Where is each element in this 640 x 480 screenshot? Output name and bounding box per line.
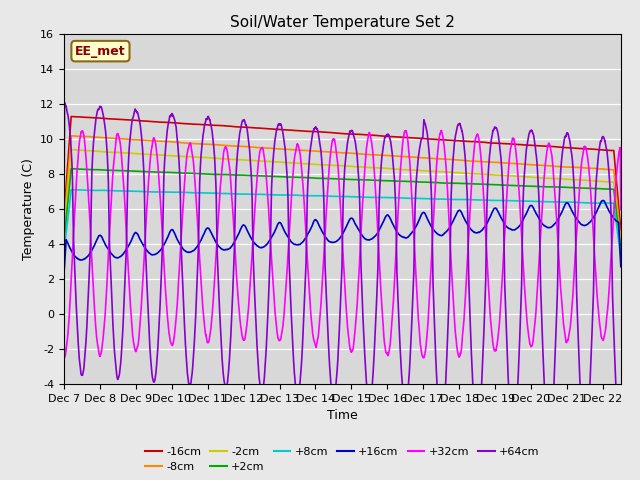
+32cm <box>617 207 625 213</box>
+2cm <box>428 180 436 185</box>
-16cm <box>565 145 573 151</box>
+2cm <box>60 239 68 244</box>
Line: -2cm: -2cm <box>64 150 621 247</box>
+8cm <box>60 249 68 255</box>
+32cm <box>428 246 436 252</box>
+64cm <box>616 443 624 449</box>
-8cm <box>428 156 436 161</box>
+8cm <box>428 196 436 202</box>
+32cm <box>602 328 609 334</box>
-2cm <box>60 229 68 235</box>
+8cm <box>184 190 191 195</box>
+64cm <box>420 118 428 124</box>
+32cm <box>420 355 428 360</box>
+32cm <box>420 353 428 359</box>
-16cm <box>60 212 68 218</box>
+8cm <box>67 187 75 192</box>
X-axis label: Time: Time <box>327 409 358 422</box>
Line: +32cm: +32cm <box>64 131 621 358</box>
Line: +64cm: +64cm <box>64 103 621 446</box>
+32cm <box>565 333 573 338</box>
+2cm <box>184 170 191 176</box>
+8cm <box>565 199 573 205</box>
+64cm <box>428 219 436 225</box>
-16cm <box>602 147 609 153</box>
+2cm <box>602 186 609 192</box>
-8cm <box>234 144 242 149</box>
-8cm <box>60 222 68 228</box>
Legend: -16cm, -8cm, -2cm, +2cm, +8cm, +16cm, +32cm, +64cm: -16cm, -8cm, -2cm, +2cm, +8cm, +16cm, +3… <box>141 442 544 477</box>
+8cm <box>602 200 609 206</box>
Line: +8cm: +8cm <box>64 190 621 257</box>
-2cm <box>617 244 625 250</box>
+64cm <box>234 144 242 150</box>
Title: Soil/Water Temperature Set 2: Soil/Water Temperature Set 2 <box>230 15 455 30</box>
-16cm <box>617 228 625 233</box>
+16cm <box>234 232 242 238</box>
-8cm <box>617 237 625 243</box>
Y-axis label: Temperature (C): Temperature (C) <box>22 158 35 260</box>
Line: -16cm: -16cm <box>64 117 621 230</box>
Line: +2cm: +2cm <box>64 169 621 250</box>
-2cm <box>428 168 436 174</box>
-2cm <box>420 168 428 174</box>
+2cm <box>617 247 625 253</box>
+8cm <box>420 196 428 202</box>
-16cm <box>420 136 428 142</box>
Line: -8cm: -8cm <box>64 136 621 240</box>
+16cm <box>602 200 609 206</box>
+16cm <box>617 264 625 270</box>
-16cm <box>67 114 75 120</box>
+2cm <box>420 179 428 185</box>
+64cm <box>184 374 191 380</box>
+64cm <box>617 399 625 405</box>
-2cm <box>565 177 573 182</box>
+16cm <box>564 201 572 207</box>
+64cm <box>61 100 68 106</box>
+32cm <box>184 148 191 154</box>
+2cm <box>67 166 75 172</box>
-2cm <box>184 154 191 160</box>
+16cm <box>428 225 436 230</box>
-8cm <box>565 164 573 170</box>
-8cm <box>602 167 609 172</box>
+8cm <box>617 254 625 260</box>
-8cm <box>68 133 76 139</box>
+2cm <box>234 172 242 178</box>
Line: +16cm: +16cm <box>64 201 621 274</box>
-16cm <box>184 121 191 127</box>
+64cm <box>602 139 609 145</box>
+64cm <box>565 134 573 140</box>
Text: EE_met: EE_met <box>75 45 126 58</box>
+32cm <box>234 292 242 298</box>
-8cm <box>184 140 191 146</box>
+16cm <box>184 249 191 255</box>
-8cm <box>420 155 428 161</box>
+32cm <box>60 333 68 339</box>
-2cm <box>602 179 609 185</box>
+16cm <box>420 210 428 216</box>
-16cm <box>428 136 436 142</box>
+64cm <box>60 206 68 212</box>
-2cm <box>234 157 242 163</box>
+8cm <box>234 191 242 197</box>
-2cm <box>67 147 75 153</box>
+16cm <box>599 198 607 204</box>
-16cm <box>234 124 242 130</box>
+2cm <box>565 184 573 190</box>
+32cm <box>438 128 445 133</box>
+16cm <box>60 271 68 276</box>
